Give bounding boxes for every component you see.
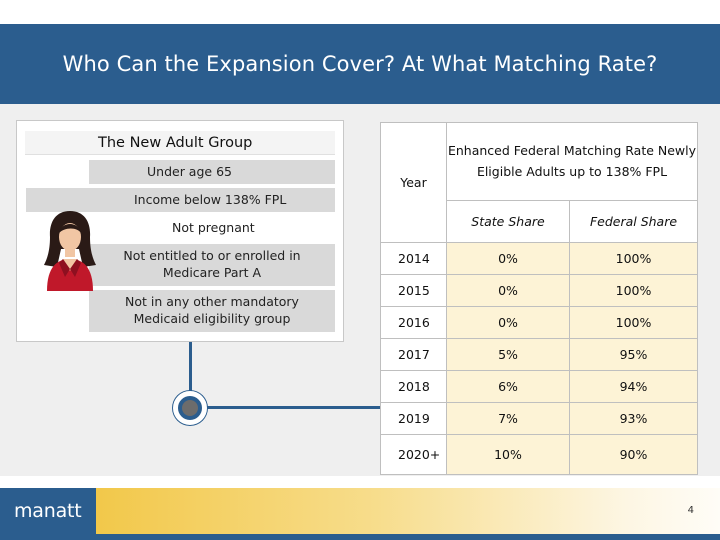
page-number: 4 bbox=[687, 505, 694, 516]
state-share-cell: 7% bbox=[446, 402, 570, 435]
connector-node bbox=[173, 391, 207, 425]
federal-share-cell: 95% bbox=[569, 338, 698, 371]
year-cell: 2015 bbox=[380, 274, 447, 307]
federal-share-cell: 100% bbox=[569, 242, 698, 275]
criteria-item-pregnant: Not pregnant bbox=[88, 215, 336, 241]
state-share-cell: 6% bbox=[446, 370, 570, 403]
state-share-cell: 0% bbox=[446, 242, 570, 275]
person-icon bbox=[44, 211, 96, 291]
year-cell: 2016 bbox=[380, 306, 447, 339]
table-row: 2017 5% 95% bbox=[380, 338, 698, 371]
state-share-cell: 5% bbox=[446, 338, 570, 371]
criteria-item-medicare: Not entitled to or enrolled in Medicare … bbox=[88, 243, 336, 287]
federal-share-cell: 93% bbox=[569, 402, 698, 435]
state-share-header: State Share bbox=[446, 200, 570, 243]
federal-share-cell: 90% bbox=[569, 434, 698, 475]
title-bar: Who Can the Expansion Cover? At What Mat… bbox=[0, 24, 720, 104]
federal-share-cell: 94% bbox=[569, 370, 698, 403]
federal-share-header: Federal Share bbox=[569, 200, 698, 243]
state-share-cell: 10% bbox=[446, 434, 570, 475]
footer: manatt 4 bbox=[0, 488, 720, 540]
criteria-item-mandatory: Not in any other mandatory Medicaid elig… bbox=[88, 289, 336, 333]
matching-rate-header: Enhanced Federal Matching Rate Newly Eli… bbox=[446, 122, 698, 201]
table-row: 2018 6% 94% bbox=[380, 370, 698, 403]
year-cell: 2014 bbox=[380, 242, 447, 275]
year-cell: 2017 bbox=[380, 338, 447, 371]
manatt-logo: manatt bbox=[0, 488, 96, 534]
table-row: 2014 0% 100% bbox=[380, 242, 698, 275]
table-row: 2015 0% 100% bbox=[380, 274, 698, 307]
year-cell: 2018 bbox=[380, 370, 447, 403]
table-row: 2019 7% 93% bbox=[380, 402, 698, 435]
criteria-item-age: Under age 65 bbox=[88, 159, 336, 185]
federal-share-cell: 100% bbox=[569, 274, 698, 307]
state-share-cell: 0% bbox=[446, 274, 570, 307]
year-cell: 2020+ bbox=[380, 434, 447, 475]
matching-rate-table: Year Enhanced Federal Matching Rate Newl… bbox=[380, 122, 698, 475]
footer-gradient-bar bbox=[96, 488, 720, 534]
logo-text: manatt bbox=[14, 500, 82, 522]
criteria-heading: The New Adult Group bbox=[25, 131, 335, 155]
connector-line-horizontal bbox=[190, 406, 380, 409]
connector-line-vertical bbox=[189, 342, 192, 406]
year-header: Year bbox=[380, 122, 447, 243]
criteria-panel: The New Adult Group Under age 65 Income … bbox=[0, 104, 720, 476]
state-share-cell: 0% bbox=[446, 306, 570, 339]
criteria-box: The New Adult Group Under age 65 Income … bbox=[16, 120, 344, 342]
footer-bottom-line bbox=[0, 534, 720, 540]
federal-share-cell: 100% bbox=[569, 306, 698, 339]
table-row: 2016 0% 100% bbox=[380, 306, 698, 339]
criteria-item-income: Income below 138% FPL bbox=[25, 187, 336, 213]
year-cell: 2019 bbox=[380, 402, 447, 435]
slide-title: Who Can the Expansion Cover? At What Mat… bbox=[62, 52, 658, 76]
table-row: 2020+ 10% 90% bbox=[380, 434, 698, 475]
